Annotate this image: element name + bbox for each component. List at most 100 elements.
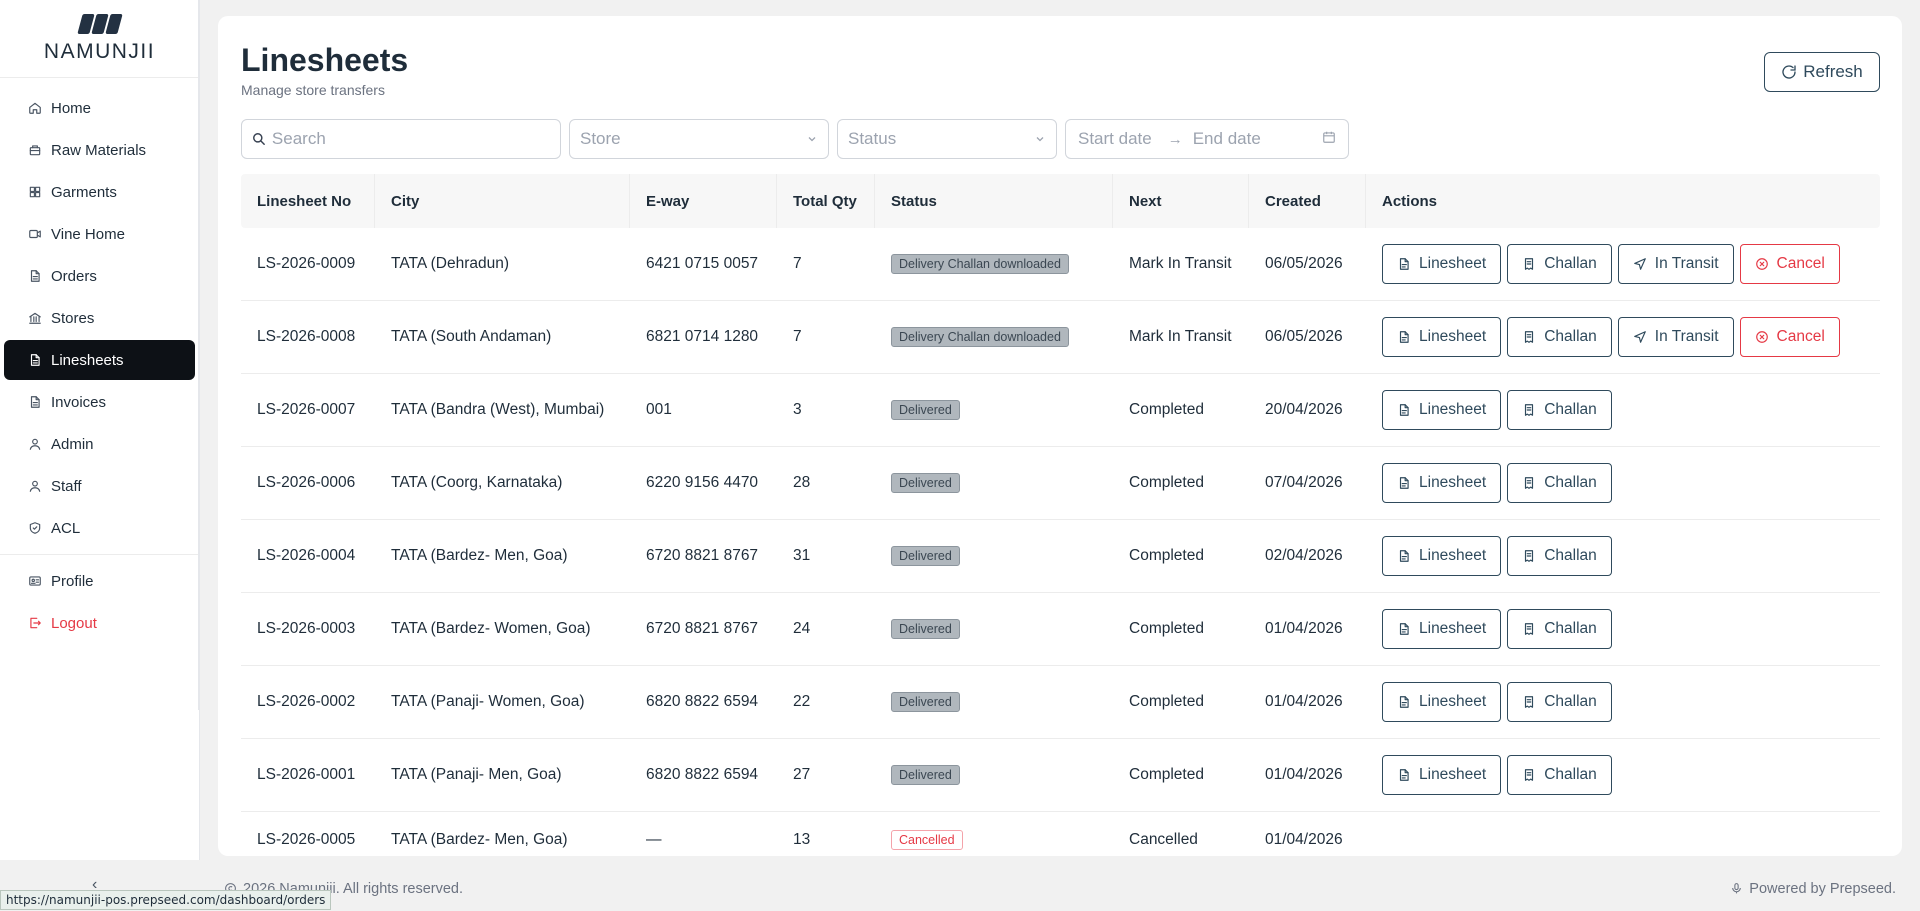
linesheet-button[interactable]: Linesheet (1382, 317, 1502, 357)
table-row: LS-2026-0008 TATA (South Andaman) 6821 071… (241, 301, 1880, 374)
linesheet-label: Linesheet (1419, 328, 1487, 345)
created-cell: 02/04/2026 (1265, 547, 1343, 564)
refresh-label: Refresh (1803, 62, 1863, 81)
column-header: Next (1113, 174, 1249, 228)
cancel-button[interactable]: Cancel (1739, 244, 1840, 284)
page-subtitle: Manage store transfers (241, 82, 385, 98)
sidebar-divider (0, 554, 199, 555)
store-select[interactable]: Store (569, 119, 829, 159)
linesheet-button[interactable]: Linesheet (1382, 682, 1502, 722)
column-header: Actions (1382, 192, 1438, 210)
sidebar-nav: Home Raw Materials Garments Vine Home Orders… (0, 78, 199, 653)
created-cell: 20/04/2026 (1265, 401, 1343, 418)
sidebar-item-logout[interactable]: Logout (4, 603, 195, 643)
sidebar-item-label: ACL (51, 519, 81, 537)
sidebar-item-staff[interactable]: Staff (4, 466, 195, 506)
in-transit-button[interactable]: In Transit (1617, 317, 1734, 357)
qty-cell: 27 (793, 766, 811, 783)
sidebar-item-linesheets[interactable]: Linesheets (4, 340, 195, 380)
file-icon (28, 269, 42, 283)
linesheet-no: LS-2026-0004 (257, 547, 356, 564)
file-icon (28, 353, 42, 367)
sidebar-scrollbar[interactable] (198, 0, 200, 710)
linesheets-table: Linesheet No City E-way Total Qty Status Next… (241, 174, 1880, 856)
status-select-placeholder: Status (848, 129, 897, 148)
challan-button[interactable]: Challan (1507, 390, 1612, 430)
refresh-button[interactable]: Refresh (1764, 52, 1880, 92)
file-text-icon (1397, 257, 1411, 271)
city-cell: TATA (Panaji- Women, Goa) (391, 693, 585, 710)
status-cell: Delivered (875, 400, 1113, 420)
sidebar-item-label: Vine Home (51, 225, 125, 243)
table-row: LS-2026-0005 TATA (Bardez- Men, Goa) — 13 Ca… (241, 812, 1880, 856)
table-row: LS-2026-0007 TATA (Bandra (West), Mumbai)… (241, 374, 1880, 447)
sidebar-item-orders[interactable]: Orders (4, 256, 195, 296)
date-range-picker[interactable]: Start date → End date (1065, 119, 1349, 159)
search-input[interactable] (271, 129, 550, 149)
next-cell: Completed (1129, 620, 1204, 637)
file-text-icon (1397, 695, 1411, 709)
status-badge: Delivery Challan downloaded (891, 327, 1069, 347)
status-badge: Delivered (891, 546, 960, 566)
challan-button[interactable]: Challan (1507, 682, 1612, 722)
eway-cell: 001 (646, 401, 672, 418)
table-row: LS-2026-0003 TATA (Bardez- Women, Goa) 672… (241, 593, 1880, 666)
challan-button[interactable]: Challan (1507, 317, 1612, 357)
collapse-sidebar-button[interactable]: ‹ (92, 876, 98, 893)
linesheet-button[interactable]: Linesheet (1382, 755, 1502, 795)
in-transit-button[interactable]: In Transit (1617, 244, 1734, 284)
sidebar-item-home[interactable]: Home (4, 88, 195, 128)
created-cell: 01/04/2026 (1265, 693, 1343, 710)
receipt-icon (1522, 330, 1536, 344)
sidebar-item-vine-home[interactable]: Vine Home (4, 214, 195, 254)
eway-cell: 6821 0714 1280 (646, 328, 759, 345)
eway-cell: 6820 8822 6594 (646, 766, 759, 783)
start-date-input[interactable]: Start date (1078, 129, 1152, 148)
x-circle-icon (1755, 330, 1769, 344)
sidebar-item-raw-materials[interactable]: Raw Materials (4, 130, 195, 170)
sidebar-item-label: Orders (51, 267, 97, 285)
cancel-label: Cancel (1776, 328, 1825, 345)
qty-cell: 31 (793, 547, 811, 564)
linesheet-button[interactable]: Linesheet (1382, 536, 1502, 576)
sidebar-item-admin[interactable]: Admin (4, 424, 195, 464)
sidebar-item-invoices[interactable]: Invoices (4, 382, 195, 422)
sidebar-item-acl[interactable]: ACL (4, 508, 195, 548)
column-header: Created (1249, 174, 1366, 228)
brand-logo[interactable]: NAMUNJII (0, 0, 199, 78)
shield-icon (28, 521, 42, 535)
challan-label: Challan (1544, 620, 1597, 637)
sidebar-item-garments[interactable]: Garments (4, 172, 195, 212)
challan-button[interactable]: Challan (1507, 463, 1612, 503)
linesheet-button[interactable]: Linesheet (1382, 390, 1502, 430)
linesheet-button[interactable]: Linesheet (1382, 609, 1502, 649)
table-row: LS-2026-0009 TATA (Dehradun) 6421 0715 005… (241, 228, 1880, 301)
qty-cell: 13 (793, 831, 811, 848)
challan-button[interactable]: Challan (1507, 536, 1612, 576)
linesheet-button[interactable]: Linesheet (1382, 463, 1502, 503)
receipt-icon (1522, 476, 1536, 490)
search-box[interactable] (241, 119, 561, 159)
linesheet-label: Linesheet (1419, 766, 1487, 783)
bank-icon (28, 311, 42, 325)
table-row: LS-2026-0006 TATA (Coorg, Karnataka) 6220 … (241, 447, 1880, 520)
file-text-icon (1397, 403, 1411, 417)
sidebar-item-profile[interactable]: Profile (4, 561, 195, 601)
cancel-button[interactable]: Cancel (1739, 317, 1840, 357)
challan-button[interactable]: Challan (1507, 609, 1612, 649)
linesheet-button[interactable]: Linesheet (1382, 244, 1502, 284)
status-badge: Delivered (891, 473, 960, 493)
challan-button[interactable]: Challan (1507, 244, 1612, 284)
grid-icon (28, 185, 42, 199)
sidebar-item-label: Logout (51, 614, 97, 632)
sidebar-item-stores[interactable]: Stores (4, 298, 195, 338)
receipt-icon (1522, 403, 1536, 417)
status-select[interactable]: Status (837, 119, 1057, 159)
end-date-input[interactable]: End date (1192, 129, 1261, 148)
linesheet-label: Linesheet (1419, 693, 1487, 710)
next-cell: Mark In Transit (1129, 255, 1232, 272)
challan-button[interactable]: Challan (1507, 755, 1612, 795)
page-title: Linesheets (241, 42, 409, 78)
file-text-icon (1397, 768, 1411, 782)
sidebar-item-label: Stores (51, 309, 95, 327)
